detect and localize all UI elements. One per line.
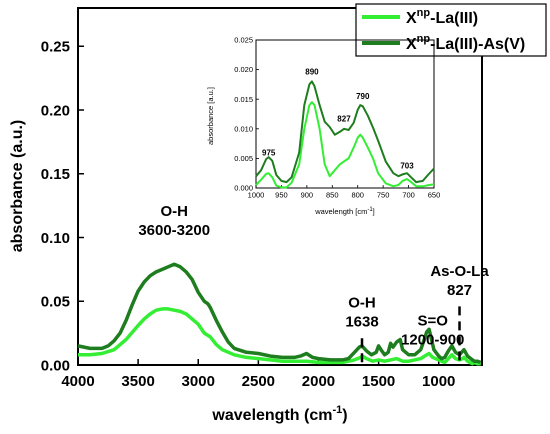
inset-peak-label-0: 975 [262, 148, 276, 157]
y-tick-label: 0.000 [234, 184, 253, 193]
annotation-label-0-0: O-H [160, 203, 188, 220]
main-annotations: O-H 3600-3200 O-H 1638 S=O 1200-900 As-O-La 827 [138, 203, 489, 365]
x-tick-label: 1000 [422, 373, 455, 390]
y-tick-label: 0.015 [234, 95, 253, 104]
legend-label-la-as-rest: -La(III)-As(V) [430, 36, 525, 53]
y-tick-label: 0.025 [234, 36, 253, 45]
series-line-0 [255, 101, 435, 189]
annotation-label-3-1: 827 [447, 282, 472, 299]
legend-label-la-as-base: X [406, 36, 417, 53]
annotation-label-2-0: S=O [417, 312, 448, 329]
inset-x-axis-title-close: ] [373, 207, 375, 216]
main-chart: 0.00 0.05 0.10 0.15 0.20 0.25 4000 3500 3000 250… [9, 7, 489, 424]
x-tick-label: 1500 [362, 373, 395, 390]
legend-box [355, 3, 547, 57]
inset-peak-label-4: 703 [400, 161, 414, 170]
inset-peak-label-2: 827 [337, 115, 351, 124]
inset-x-axis-title: wavelength [cm-1] [314, 207, 375, 216]
legend: Xnp-La(III) Xnp-La(III)-As(V) [355, 3, 547, 57]
inset-peak-label-3: 790 [356, 92, 370, 101]
x-tick-label: 650 [428, 190, 441, 199]
x-tick-label: 850 [326, 190, 339, 199]
legend-label-la-rest: -La(III) [430, 10, 478, 27]
x-tick-label: 1000 [248, 190, 265, 199]
annotation-label-1-1: 1638 [345, 314, 378, 331]
annotation-label-2-1: 1200-900 [401, 331, 464, 348]
y-tick-label: 0.005 [234, 154, 253, 163]
y-tick-label: 0.010 [234, 124, 253, 133]
series-line-1 [255, 80, 435, 184]
inset-y-axis-title: absorbance [a.u.] [206, 87, 215, 145]
main-x-axis-title-sup: -1 [332, 404, 342, 416]
x-tick-label: 750 [377, 190, 390, 199]
inset-y-axis: 0.000 0.005 0.010 0.015 0.020 0.025 [234, 36, 259, 193]
main-y-axis: 0.00 0.05 0.10 0.15 0.20 0.25 [41, 39, 84, 374]
y-tick-label: 0.25 [41, 39, 70, 56]
inset-plot-frame [255, 39, 435, 189]
annotation-label-0-1: 3600-3200 [138, 222, 210, 239]
main-x-axis-title-close: ) [342, 407, 347, 424]
legend-label-la-as: Xnp-La(III)-As(V) [406, 33, 525, 53]
x-tick-label: 800 [351, 190, 364, 199]
x-tick-label: 4000 [61, 373, 94, 390]
series-line-0 [78, 307, 481, 366]
main-x-axis-title-base: wavelength (cm [211, 407, 332, 424]
x-tick-label: 3000 [182, 373, 215, 390]
inset-chart: 0.000 0.005 0.010 0.015 0.020 0.025 1000 950 90… [206, 36, 440, 216]
annotation-label-3-0: As-O-La [430, 263, 489, 280]
legend-label-la-as-sup: np [417, 33, 431, 45]
main-plot-frame [77, 7, 483, 366]
legend-label-la-sup: np [417, 7, 431, 19]
series-line-1 [77, 262, 482, 365]
main-x-axis-title: wavelength (cm-1) [211, 404, 347, 424]
legend-label-la: Xnp-La(III) [406, 7, 478, 27]
annotation-label-1-0: O-H [348, 295, 376, 312]
main-y-axis-title: absorbance (a.u.) [9, 120, 26, 252]
inset-x-axis: 1000 950 900 850 800 750 700 650 [248, 185, 441, 199]
y-tick-label: 0.05 [41, 294, 70, 311]
inset-peak-labels: 975 890 827 790 703 [262, 67, 414, 170]
inset-x-axis-title-base: wavelength [cm [314, 207, 367, 216]
x-tick-label: 3500 [121, 373, 154, 390]
y-tick-label: 0.20 [41, 102, 70, 119]
legend-label-la-base: X [406, 10, 417, 27]
inset-x-axis-title-sup: -1 [367, 207, 373, 213]
inset-peak-label-1: 890 [305, 67, 319, 76]
y-tick-label: 0.020 [234, 65, 253, 74]
x-tick-label: 950 [275, 190, 288, 199]
y-tick-label: 0.15 [41, 166, 70, 183]
x-tick-label: 900 [301, 190, 314, 199]
x-tick-label: 2000 [302, 373, 335, 390]
y-tick-label: 0.00 [41, 357, 70, 374]
main-series-group [77, 262, 482, 366]
inset-series-group [255, 80, 435, 189]
x-tick-label: 700 [402, 190, 415, 199]
main-x-axis: 4000 3500 3000 2500 2000 1500 1000 [61, 359, 455, 390]
y-tick-label: 0.10 [41, 230, 70, 247]
x-tick-label: 2500 [242, 373, 275, 390]
